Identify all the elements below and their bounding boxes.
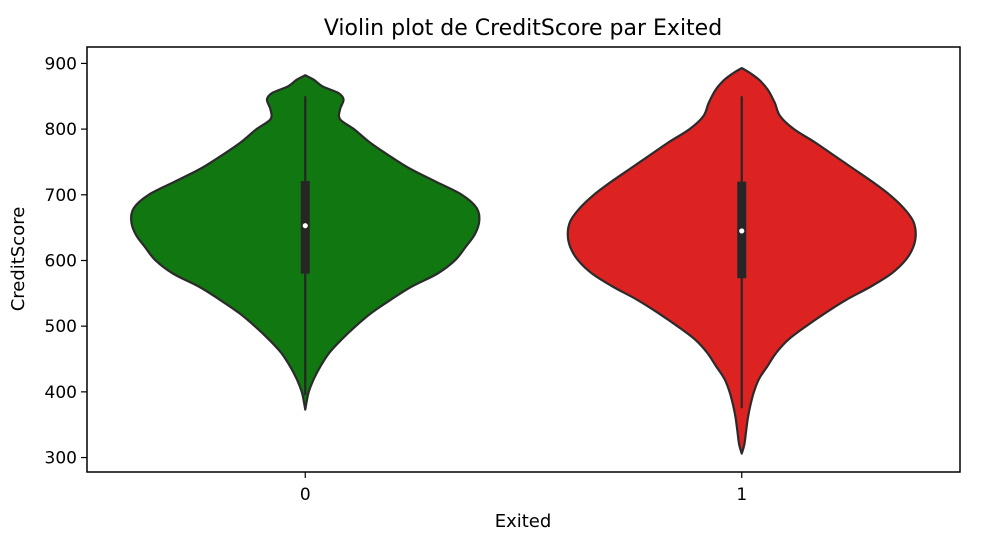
chart-title: Violin plot de CreditScore par Exited xyxy=(324,16,722,41)
violin-median-1 xyxy=(739,228,745,234)
y-tick-label: 600 xyxy=(45,251,77,271)
y-tick-label: 400 xyxy=(45,383,77,403)
y-tick-label: 700 xyxy=(45,186,77,206)
y-tick-label: 500 xyxy=(45,317,77,337)
violin-median-0 xyxy=(302,223,308,229)
y-tick-label: 900 xyxy=(45,54,77,74)
y-tick-label: 300 xyxy=(45,449,77,469)
y-tick-label: 800 xyxy=(45,120,77,140)
x-tick-label: 0 xyxy=(300,485,311,505)
plot-area xyxy=(130,66,917,455)
y-axis: 300 400 500 600 700 800 900 xyxy=(45,54,87,469)
x-tick-label: 1 xyxy=(736,485,747,505)
y-axis-title: CreditScore xyxy=(8,207,29,312)
plot-frame xyxy=(86,46,961,473)
x-axis-title: Exited xyxy=(495,511,552,532)
